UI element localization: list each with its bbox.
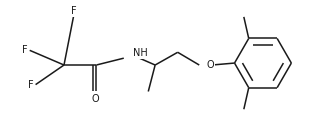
Text: O: O [206,60,214,70]
Text: O: O [92,94,99,104]
Text: F: F [22,45,28,55]
Text: F: F [71,6,76,16]
Text: NH: NH [133,48,147,58]
Text: F: F [28,80,33,90]
